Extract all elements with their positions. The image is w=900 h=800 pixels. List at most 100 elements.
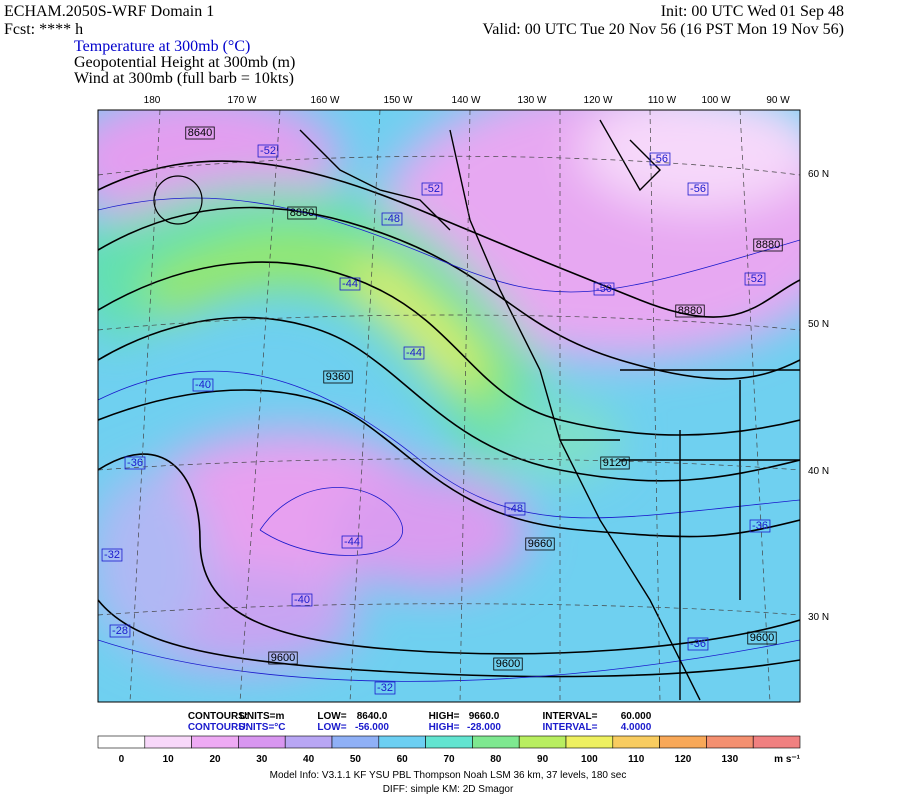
latitude-label: 50 N xyxy=(808,319,829,330)
temperature-label-box xyxy=(421,182,443,196)
temperature-label-box xyxy=(374,681,396,695)
temperature-label: -44 xyxy=(406,347,422,359)
colorbar-cell xyxy=(706,735,754,749)
longitude-label: 100 W xyxy=(702,95,731,106)
temperature-label-box xyxy=(291,593,313,607)
height-label: 9600 xyxy=(271,652,295,664)
height-label: 8880 xyxy=(756,239,780,251)
temperature-label-box xyxy=(341,535,363,549)
init: Init: 00 UTC Wed 01 Sep 48 xyxy=(661,3,844,20)
field-label: Geopotential Height at 300mb (m) xyxy=(74,54,295,71)
longitude-label: 180 xyxy=(144,95,161,106)
temperature-label-box xyxy=(593,282,615,296)
colorbar-label: 80 xyxy=(490,754,502,765)
height-label-box xyxy=(185,126,215,140)
height-label: 9600 xyxy=(750,632,774,644)
temperature-label: -48 xyxy=(507,503,523,515)
contour-info: 4.0000 xyxy=(621,722,652,733)
field-label: Temperature at 300mb (°C) xyxy=(74,38,250,55)
height-label-box xyxy=(323,370,353,384)
height-label: 8880 xyxy=(290,207,314,219)
colorbar-cell xyxy=(659,735,707,749)
temperature-label-box xyxy=(504,502,526,516)
height-label-box xyxy=(493,657,523,671)
temperature-label: -36 xyxy=(752,520,768,532)
contour-info: CONTOURS: xyxy=(188,722,248,733)
contour-info: LOW= xyxy=(317,711,346,722)
colorbar-cell xyxy=(191,735,239,749)
contour-info: 8640.0 xyxy=(357,711,388,722)
longitude-label: 90 W xyxy=(766,95,790,106)
height-label-box xyxy=(753,238,783,252)
colorbar-cell xyxy=(565,735,614,749)
contour-info: 9660.0 xyxy=(469,711,500,722)
colorbar-label: 100 xyxy=(581,754,598,765)
colorbar-label: 90 xyxy=(537,754,549,765)
longitude-label: 130 W xyxy=(518,95,547,106)
temperature-label-box xyxy=(403,346,425,360)
temperature-label-box xyxy=(109,624,131,638)
longitude-label: 170 W xyxy=(228,95,257,106)
colorbar-label: 20 xyxy=(209,754,221,765)
contour-info: -28.000 xyxy=(467,722,501,733)
height-label-box xyxy=(600,456,630,470)
contour-info: INTERVAL= xyxy=(543,711,598,722)
height-label: 9120 xyxy=(603,457,627,469)
temperature-label: -40 xyxy=(294,594,310,606)
colorbar-cell xyxy=(144,735,192,749)
longitude-label: 150 W xyxy=(384,95,413,106)
colorbar-label: 10 xyxy=(163,754,175,765)
colorbar-label: 30 xyxy=(256,754,268,765)
contour-info: LOW= xyxy=(317,722,346,733)
colorbar-label: 0 xyxy=(119,754,125,765)
latitude-label: 40 N xyxy=(808,466,829,477)
height-label-box xyxy=(525,537,555,551)
contour-info: UNITS=°C xyxy=(238,722,285,733)
valid: Valid: 00 UTC Tue 20 Nov 56 (16 PST Mon … xyxy=(482,21,844,38)
model: ECHAM.2050S-WRF Domain 1 xyxy=(4,3,214,20)
temperature-label: -44 xyxy=(342,278,358,290)
temperature-label-box xyxy=(649,152,671,166)
colorbar-label: 120 xyxy=(675,754,692,765)
temperature-label-box xyxy=(381,212,403,226)
map-field xyxy=(98,110,800,702)
longitude-label: 110 W xyxy=(648,95,677,106)
contour-info: 60.000 xyxy=(621,711,652,722)
colorbar-cell xyxy=(331,735,380,749)
height-label: 9600 xyxy=(496,658,520,670)
height-label: 8880 xyxy=(678,305,702,317)
temperature-label: -32 xyxy=(377,682,393,694)
temperature-label-box xyxy=(339,277,361,291)
colorbar-label: 110 xyxy=(628,754,645,765)
temperature-label: -52 xyxy=(260,145,276,157)
longitude-label: 160 W xyxy=(311,95,340,106)
contour-info: CONTOURS: xyxy=(188,711,248,722)
contour-info: HIGH= xyxy=(429,711,460,722)
temperature-label: -48 xyxy=(384,213,400,225)
colorbar-cell xyxy=(238,735,286,749)
colorbar-cell xyxy=(284,735,333,749)
temperature-label: -36 xyxy=(127,457,143,469)
temperature-label-box xyxy=(687,182,709,196)
temperature-label-box xyxy=(192,378,214,392)
map-frame xyxy=(97,109,801,703)
temperature-label: -36 xyxy=(690,638,706,650)
field-label: Wind at 300mb (full barb = 10kts) xyxy=(74,70,294,87)
colorbar-cell xyxy=(518,735,567,749)
colorbar-label: 70 xyxy=(443,754,455,765)
temperature-label: -52 xyxy=(747,273,763,285)
contour-info: INTERVAL= xyxy=(543,722,598,733)
contour-info: -56.000 xyxy=(355,722,389,733)
temperature-label-box xyxy=(687,637,709,651)
height-label-box xyxy=(268,651,298,665)
height-label-box xyxy=(287,206,317,220)
temperature-label: -32 xyxy=(104,549,120,561)
temperature-label: -56 xyxy=(652,153,668,165)
contour-info: HIGH= xyxy=(429,722,460,733)
colorbar-cell xyxy=(752,735,801,749)
temperature-label-box xyxy=(749,519,771,533)
latitude-label: 30 N xyxy=(808,612,829,623)
latitude-label: 60 N xyxy=(808,169,829,180)
longitude-label: 140 W xyxy=(452,95,481,106)
